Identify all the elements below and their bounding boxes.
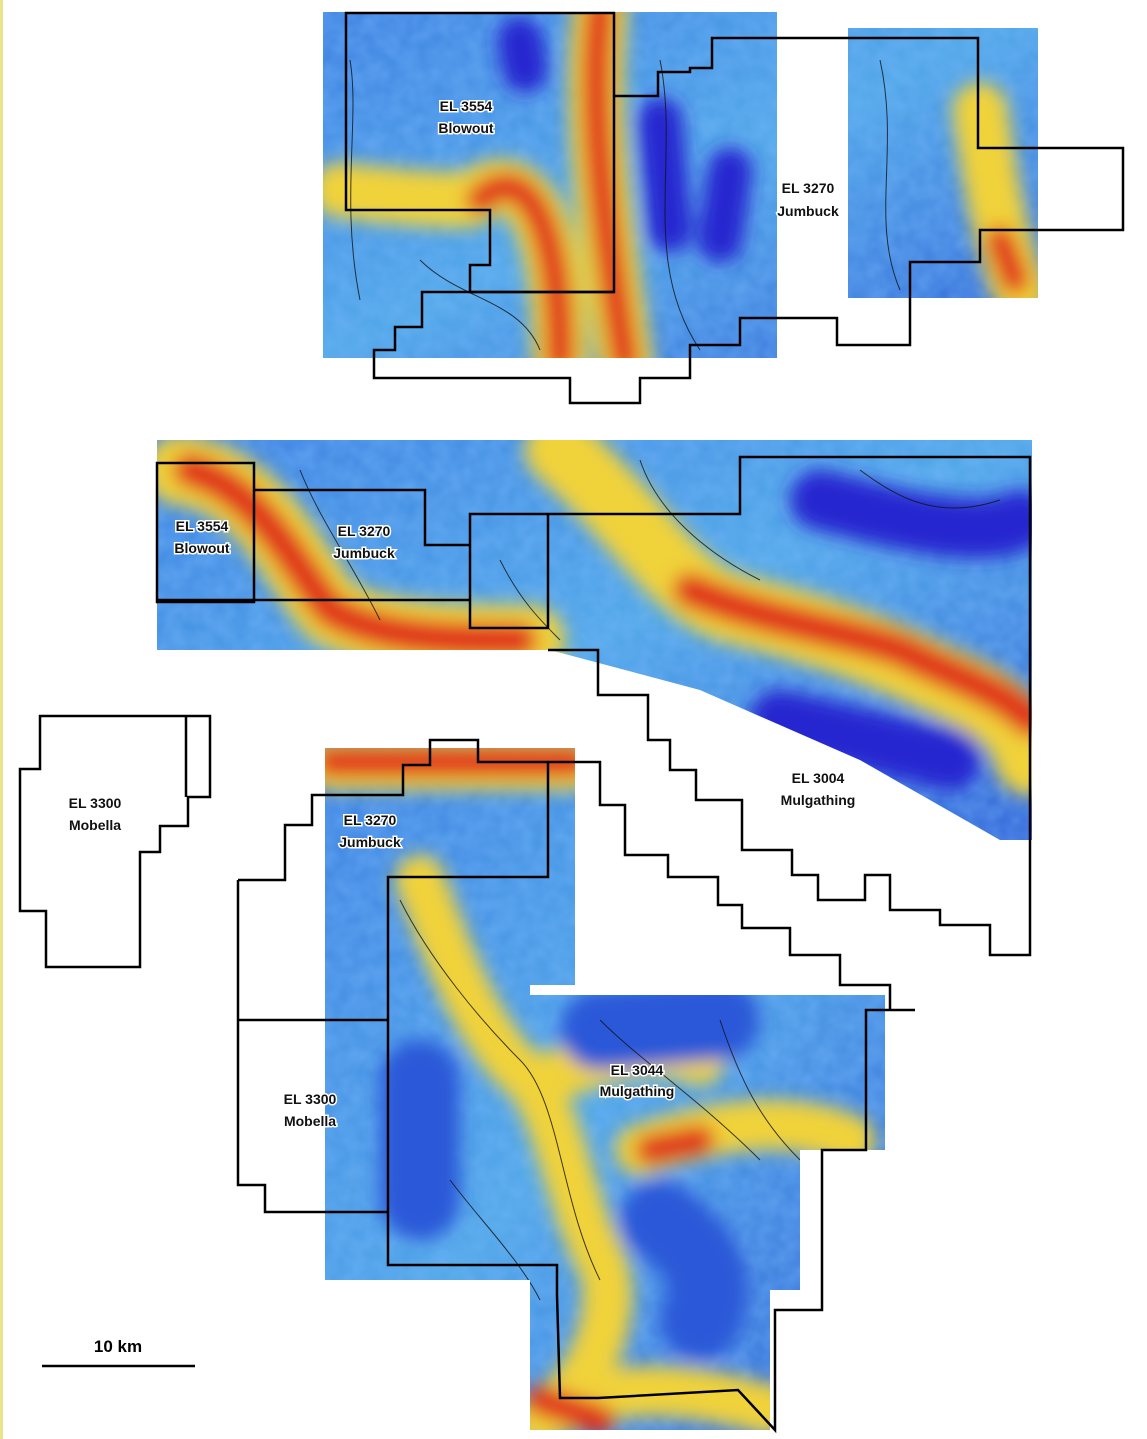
label-name: Blowout	[438, 120, 494, 136]
map-labels: EL 3554 Blowout EL 3270 Jumbuck EL 3554 …	[67, 97, 857, 1131]
page-edge	[0, 0, 3, 1439]
scale-label: 10 km	[94, 1337, 142, 1356]
label-code: EL 3554	[440, 98, 493, 114]
label-name: Blowout	[174, 540, 230, 556]
label-name: Mobella	[69, 817, 121, 833]
label-code: EL 3004	[792, 770, 845, 786]
label-code: EL 3300	[284, 1091, 337, 1107]
raster-panel-2	[157, 440, 1032, 840]
label-name: Jumbuck	[339, 834, 401, 850]
label-name: Mulgathing	[781, 792, 856, 808]
label-name: Mulgathing	[600, 1083, 675, 1099]
raster-panel-1	[323, 12, 1038, 358]
label-code: EL 3270	[344, 812, 397, 828]
label-name: Jumbuck	[777, 203, 839, 219]
label-code: EL 3270	[338, 523, 391, 539]
label-name: Jumbuck	[333, 545, 395, 561]
label-code: EL 3044	[611, 1062, 664, 1078]
label-name: Mobella	[284, 1113, 336, 1129]
scale-bar: 10 km	[42, 1337, 195, 1368]
label-code: EL 3300	[69, 795, 122, 811]
label-code: EL 3554	[176, 518, 229, 534]
tenement-boundaries	[18, 11, 1125, 1434]
label-code: EL 3270	[782, 180, 835, 196]
